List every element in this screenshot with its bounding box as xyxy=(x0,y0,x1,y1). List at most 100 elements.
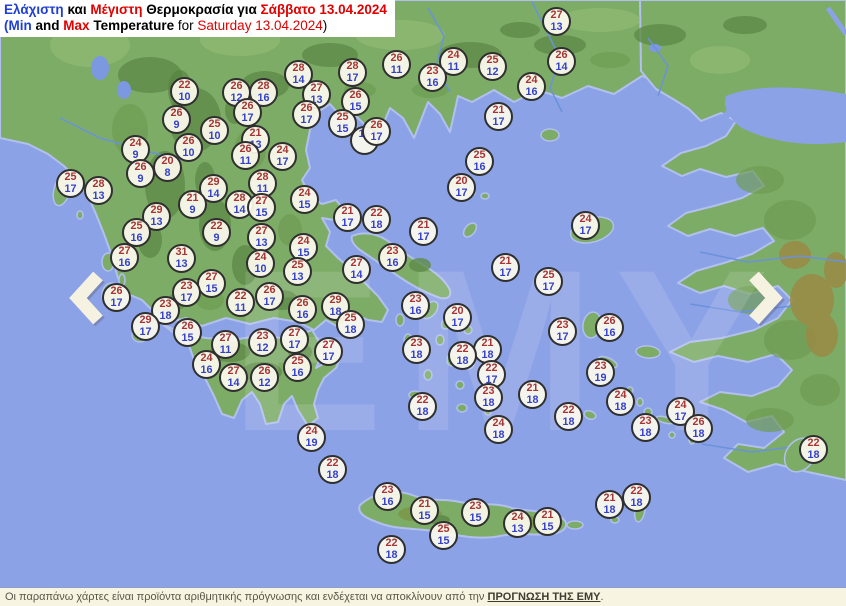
temp-bubble: 22 11 xyxy=(226,288,255,317)
temp-bubble: 27 13 xyxy=(542,7,571,36)
temp-bubble: 26 17 xyxy=(255,282,284,311)
min-temp: 15 xyxy=(298,198,311,211)
max-temp: 24 xyxy=(297,235,310,247)
temp-bubble: 22 9 xyxy=(202,218,231,247)
min-temp: 18 xyxy=(385,548,398,561)
min-temp: 17 xyxy=(485,373,498,386)
temp-bubble: 26 17 xyxy=(292,100,321,129)
max-temp: 21 xyxy=(499,255,512,267)
min-temp: 16 xyxy=(200,363,213,376)
min-temp: 15 xyxy=(437,534,450,547)
temp-bubble: 25 16 xyxy=(122,218,151,247)
max-temp: 26 xyxy=(230,80,243,92)
max-temp: 24 xyxy=(276,144,289,156)
min-temp: 17 xyxy=(556,330,569,343)
min-temp: 17 xyxy=(288,338,301,351)
temp-bubble: 21 18 xyxy=(518,380,547,409)
max-temp: 23 xyxy=(594,360,607,372)
min-temp: 15 xyxy=(255,206,268,219)
min-temp: 13 xyxy=(255,236,268,249)
temp-bubble: 27 14 xyxy=(342,255,371,284)
temp-bubble: 26 17 xyxy=(102,283,131,312)
max-temp: 28 xyxy=(346,60,359,72)
min-temp: 16 xyxy=(525,85,538,98)
temp-bubble: 26 17 xyxy=(362,117,391,146)
temp-bubble: 29 17 xyxy=(131,312,160,341)
min-temp: 14 xyxy=(233,203,246,216)
footer-disclaimer: Οι παραπάνω χάρτες είναι προϊόντα αριθμη… xyxy=(0,587,846,606)
min-temp: 18 xyxy=(482,396,495,409)
max-temp: 26 xyxy=(181,320,194,332)
min-temp: 18 xyxy=(410,348,423,361)
min-temp: 16 xyxy=(296,308,309,321)
temp-bubble: 31 13 xyxy=(167,244,196,273)
temp-bubble: 27 16 xyxy=(110,243,139,272)
min-temp: 19 xyxy=(594,371,607,384)
temp-bubble: 22 18 xyxy=(362,205,391,234)
next-day-button[interactable] xyxy=(742,268,790,328)
title-min-el: Ελάχιστη xyxy=(4,2,64,17)
min-temp: 9 xyxy=(137,172,144,185)
min-temp: 16 xyxy=(386,256,399,269)
min-temp: 10 xyxy=(182,146,195,159)
min-temp: 17 xyxy=(370,130,383,143)
min-temp: 10 xyxy=(254,262,267,275)
max-temp: 29 xyxy=(150,204,163,216)
min-temp: 17 xyxy=(499,266,512,279)
temp-bubble: 24 18 xyxy=(606,387,635,416)
max-temp: 23 xyxy=(386,245,399,257)
min-temp: 15 xyxy=(469,511,482,524)
min-temp: 9 xyxy=(173,118,180,131)
min-temp: 18 xyxy=(630,496,643,509)
temp-bubble: 28 13 xyxy=(84,176,113,205)
max-temp: 25 xyxy=(64,171,77,183)
max-temp: 21 xyxy=(526,382,539,394)
min-temp: 11 xyxy=(234,301,247,314)
sea-of-marmara xyxy=(724,87,846,145)
temp-bubble: 21 17 xyxy=(333,203,362,232)
prev-day-button[interactable] xyxy=(62,268,110,328)
min-temp: 16 xyxy=(426,76,439,89)
min-temp: 16 xyxy=(118,256,131,269)
temp-bubble: 24 18 xyxy=(484,415,513,444)
map-title: Ελάχιστη και Μέγιστη Θερμοκρασία για Σάβ… xyxy=(0,0,395,37)
max-temp: 22 xyxy=(562,404,575,416)
min-temp: 17 xyxy=(451,316,464,329)
max-temp: 20 xyxy=(455,175,468,187)
min-temp: 17 xyxy=(241,111,254,124)
max-temp: 24 xyxy=(129,137,142,149)
max-temp: 27 xyxy=(255,225,268,237)
temp-bubble: 25 12 xyxy=(478,52,507,81)
emy-forecast-link[interactable]: ΠΡΟΓΝΩΣΗ ΤΗΣ ΕΜΥ xyxy=(487,591,601,603)
min-temp: 18 xyxy=(456,354,469,367)
min-temp: 14 xyxy=(227,376,240,389)
max-temp: 26 xyxy=(555,49,568,61)
min-temp: 17 xyxy=(139,325,152,338)
temp-bubble: 23 18 xyxy=(151,296,180,325)
temp-bubble: 22 18 xyxy=(554,402,583,431)
min-temp: 17 xyxy=(64,182,77,195)
max-temp: 27 xyxy=(288,327,301,339)
max-temp: 25 xyxy=(473,149,486,161)
min-temp: 16 xyxy=(291,366,304,379)
max-temp: 26 xyxy=(603,315,616,327)
temp-bubble: 21 17 xyxy=(409,217,438,246)
max-temp: 27 xyxy=(550,9,563,21)
max-temp: 23 xyxy=(426,65,439,77)
min-temp: 11 xyxy=(256,182,269,195)
temp-bubble: 23 12 xyxy=(248,328,277,357)
max-temp: 25 xyxy=(336,111,349,123)
temp-bubble: 20 17 xyxy=(443,303,472,332)
min-temp: 11 xyxy=(447,60,460,73)
temp-bubble: 22 10 xyxy=(170,77,199,106)
max-temp: 27 xyxy=(227,365,240,377)
min-temp: 14 xyxy=(207,187,220,200)
temp-bubble: 24 17 xyxy=(571,211,600,240)
min-temp: 18 xyxy=(807,448,820,461)
footer-text: Οι παραπάνω χάρτες είναι προϊόντα αριθμη… xyxy=(5,591,485,603)
min-temp: 18 xyxy=(370,218,383,231)
min-temp: 17 xyxy=(674,410,687,423)
temp-bubble: 29 18 xyxy=(321,292,350,321)
max-temp: 24 xyxy=(298,187,311,199)
max-temp: 21 xyxy=(249,127,262,139)
